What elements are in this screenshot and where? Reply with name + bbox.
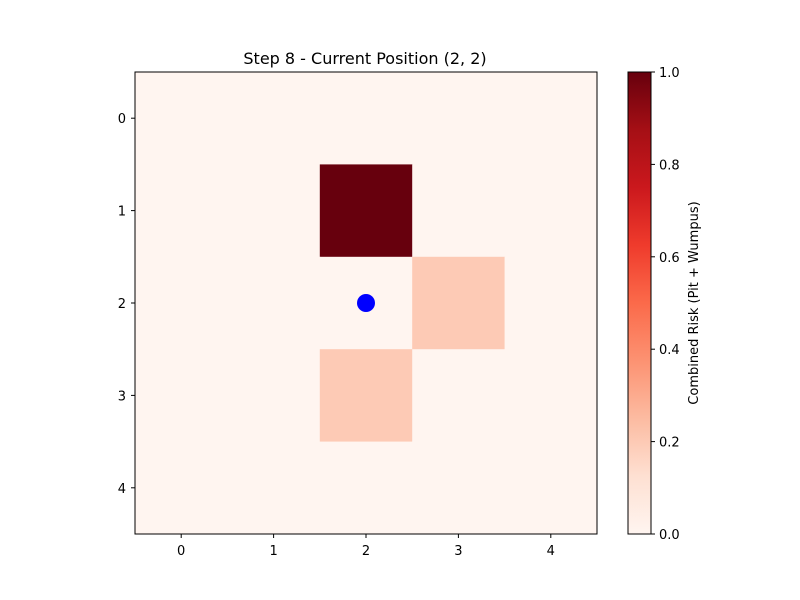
- heatmap-cell: [227, 164, 321, 258]
- heatmap-cell: [227, 441, 321, 535]
- colorbar: [627, 71, 652, 535]
- heatmap-cell: [504, 349, 598, 443]
- colorbar-tick-label: 0.0: [659, 528, 680, 543]
- heatmap-cell: [412, 349, 506, 443]
- heatmap-cell: [504, 164, 598, 258]
- y-tick-label: 1: [118, 205, 126, 220]
- heatmap-cell: [319, 164, 413, 258]
- x-tick-label: 0: [177, 544, 185, 559]
- heatmap-cell: [412, 72, 506, 165]
- heatmap-cell: [135, 164, 228, 258]
- y-tick-label: 3: [118, 389, 126, 404]
- colorbar-tick-label: 0.6: [659, 251, 680, 266]
- colorbar-tick-label: 0.8: [659, 158, 680, 173]
- agent-position-marker: [357, 294, 375, 312]
- y-tick-label: 4: [118, 482, 126, 497]
- x-tick-label: 3: [454, 544, 462, 559]
- x-tick-label: 1: [269, 544, 277, 559]
- heatmap-cell: [504, 72, 598, 165]
- heatmap-cell: [135, 441, 228, 535]
- colorbar-tick-label: 1.0: [659, 66, 680, 81]
- y-tick-label: 2: [118, 297, 126, 312]
- colorbar-axis: 0.0 0.2 0.4 0.6 0.8 1.0: [651, 66, 680, 543]
- x-tick-label: 4: [547, 544, 555, 559]
- colorbar-label: Combined Risk (Pit + Wumpus): [687, 201, 702, 404]
- heatmap-cell: [504, 441, 598, 535]
- heatmap-cell: [227, 256, 321, 350]
- heatmap-grid: [135, 72, 598, 535]
- x-axis: 0 1 2 3 4: [177, 534, 555, 559]
- y-axis: 0 1 2 3 4: [118, 112, 135, 497]
- colorbar-tick-label: 0.4: [659, 343, 680, 358]
- marker-layer: [357, 294, 375, 312]
- heatmap-cell: [319, 72, 413, 165]
- x-tick-label: 2: [362, 544, 370, 559]
- heatmap-cell: [227, 72, 321, 165]
- heatmap-cell: [135, 256, 228, 350]
- heatmap-cell: [319, 349, 413, 443]
- heatmap-cell: [412, 256, 506, 350]
- heatmap-cell: [412, 441, 506, 535]
- heatmap-cell: [135, 349, 228, 443]
- heatmap-cell: [227, 349, 321, 443]
- heatmap-cell: [135, 72, 228, 165]
- y-tick-label: 0: [118, 112, 126, 127]
- heatmap-cell: [504, 256, 598, 350]
- heatmap-cell: [319, 441, 413, 535]
- chart-title: Step 8 - Current Position (2, 2): [243, 49, 486, 68]
- colorbar-tick-label: 0.2: [659, 436, 680, 451]
- heatmap-cell: [412, 164, 506, 258]
